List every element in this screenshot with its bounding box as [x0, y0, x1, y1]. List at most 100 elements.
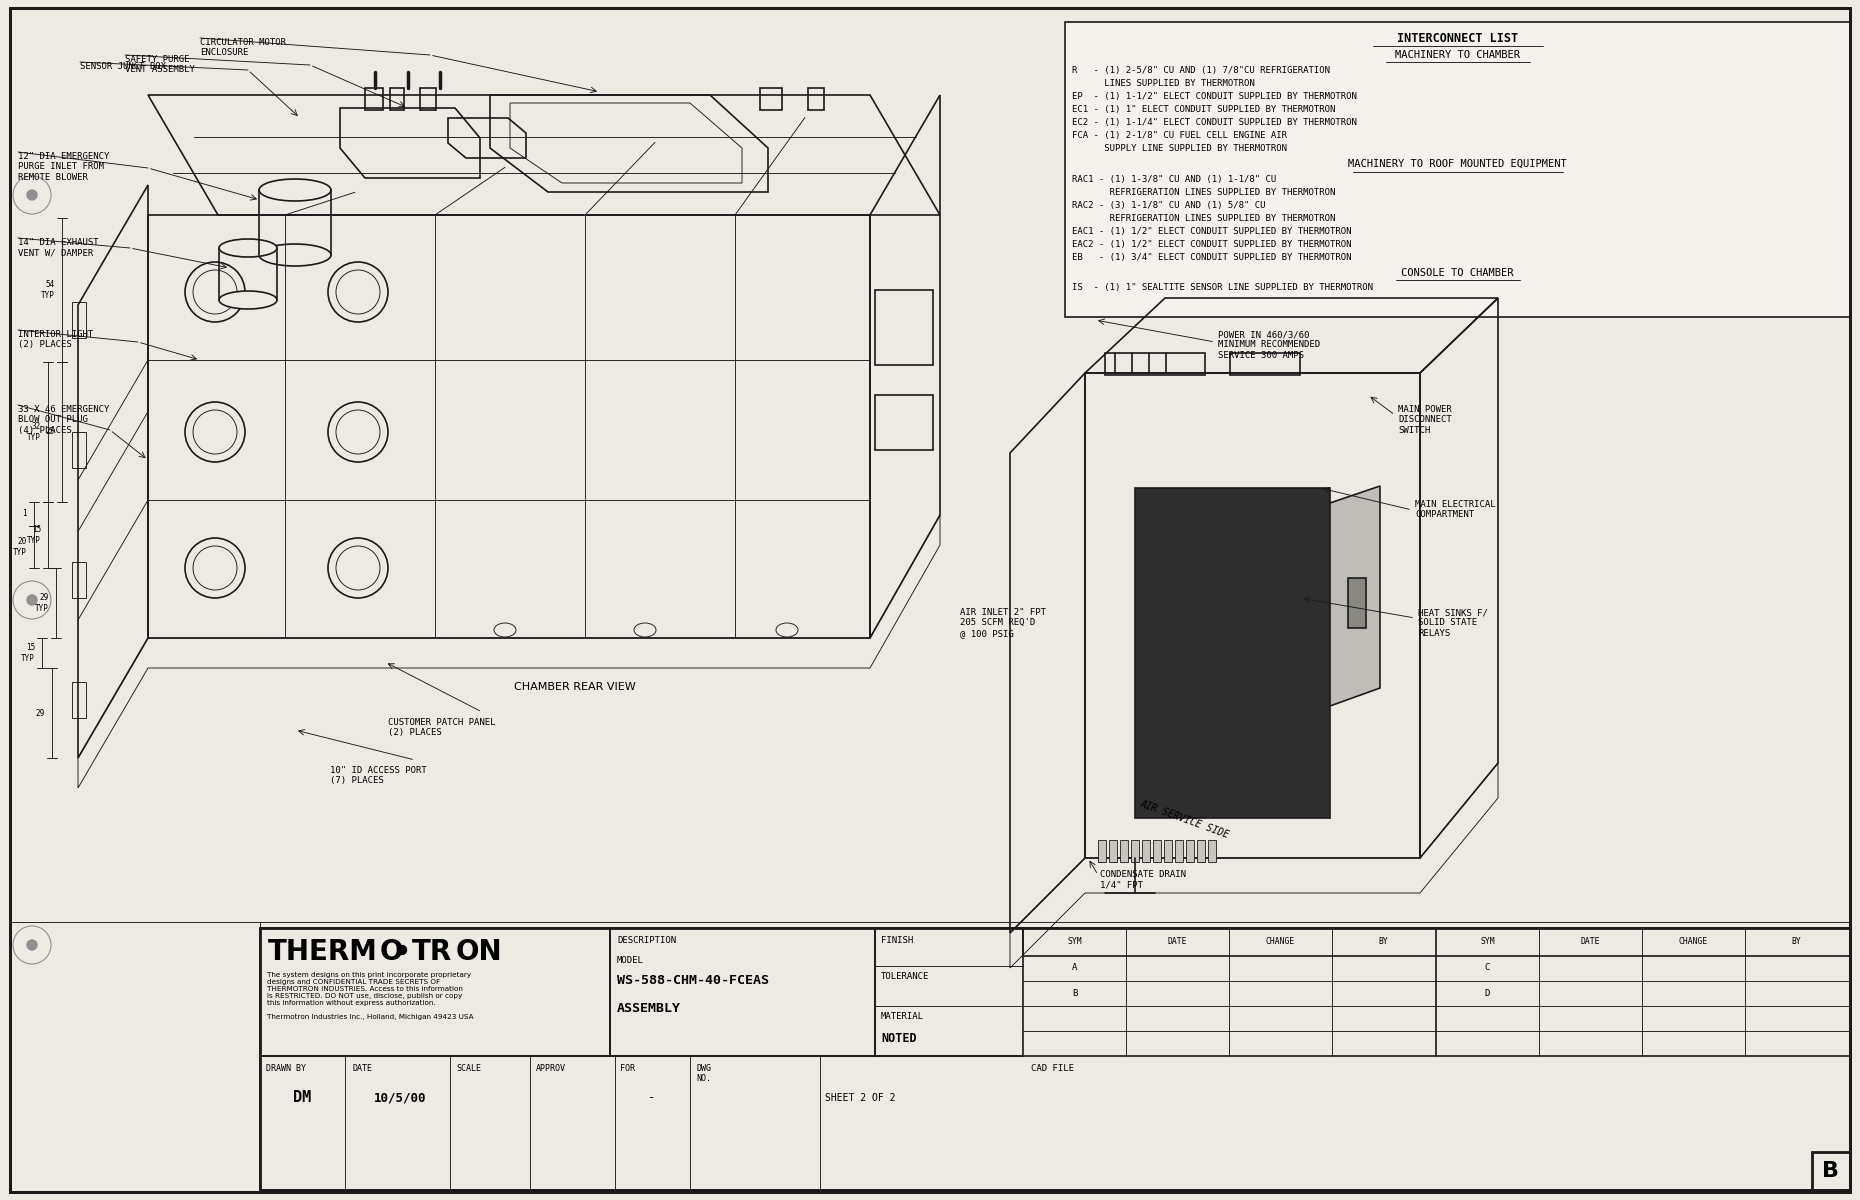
Bar [1109, 840, 1118, 862]
Bar [1229, 353, 1300, 374]
Text: NOTED: NOTED [882, 1032, 917, 1045]
Text: TOLERANCE: TOLERANCE [882, 972, 930, 982]
Text: EC1 - (1) 1" ELECT CONDUIT SUPPLIED BY THERMOTRON: EC1 - (1) 1" ELECT CONDUIT SUPPLIED BY T… [1071, 104, 1335, 114]
Bar [1207, 840, 1216, 862]
Bar [1812, 1152, 1851, 1190]
Bar [1176, 840, 1183, 862]
Text: DATE: DATE [1581, 937, 1600, 947]
Bar [1164, 840, 1172, 862]
Text: INTERCONNECT LIST: INTERCONNECT LIST [1397, 32, 1518, 44]
Text: SCALE: SCALE [456, 1064, 482, 1073]
Bar [1187, 840, 1194, 862]
Text: MACHINERY TO ROOF MOUNTED EQUIPMENT: MACHINERY TO ROOF MOUNTED EQUIPMENT [1348, 158, 1566, 169]
Text: LINES SUPPLIED BY THERMOTRON: LINES SUPPLIED BY THERMOTRON [1071, 79, 1256, 88]
Text: SHEET 2 OF 2: SHEET 2 OF 2 [826, 1093, 895, 1103]
Text: EAC2 - (1) 1/2" ELECT CONDUIT SUPPLIED BY THERMOTRON: EAC2 - (1) 1/2" ELECT CONDUIT SUPPLIED B… [1071, 240, 1352, 248]
Text: THERM: THERM [268, 938, 378, 966]
Text: EC2 - (1) 1-1/4" ELECT CONDUIT SUPPLIED BY THERMOTRON: EC2 - (1) 1-1/4" ELECT CONDUIT SUPPLIED … [1071, 118, 1358, 127]
Text: ASSEMBLY: ASSEMBLY [618, 1002, 681, 1015]
Text: DATE: DATE [352, 1064, 372, 1073]
Text: MATERIAL: MATERIAL [882, 1012, 924, 1021]
Bar [260, 1056, 1851, 1190]
Bar [391, 88, 404, 110]
Polygon shape [1330, 486, 1380, 706]
Bar [73, 432, 86, 468]
Text: D: D [1484, 989, 1490, 997]
Text: C: C [1484, 964, 1490, 972]
Text: MAIN POWER
DISCONNECT
SWITCH: MAIN POWER DISCONNECT SWITCH [1399, 404, 1453, 434]
Text: CIRCULATOR MOTOR
ENCLOSURE: CIRCULATOR MOTOR ENCLOSURE [201, 38, 286, 58]
Text: 54
TYP: 54 TYP [41, 281, 56, 300]
Text: APPROV: APPROV [536, 1064, 565, 1073]
Bar [420, 88, 435, 110]
Bar [260, 928, 1851, 1190]
Bar [1120, 840, 1127, 862]
Circle shape [28, 190, 37, 200]
Bar [1066, 22, 1851, 317]
Bar [260, 928, 610, 1056]
Text: TR: TR [413, 938, 452, 966]
Text: BY: BY [1791, 937, 1800, 947]
Bar [1097, 840, 1107, 862]
Text: POWER IN 460/3/60
MINIMUM RECOMMENDED
SERVICE 300 AMPS: POWER IN 460/3/60 MINIMUM RECOMMENDED SE… [1218, 330, 1321, 360]
Bar [73, 562, 86, 598]
Text: 33 X 46 EMERGENCY
BLOW OUT PLUG
(4) PLACES: 33 X 46 EMERGENCY BLOW OUT PLUG (4) PLAC… [19, 404, 110, 434]
Text: -: - [649, 1092, 657, 1104]
Text: The system designs on this print incorporate proprietary
designs and CONFIDENTIA: The system designs on this print incorpo… [268, 972, 474, 1020]
Text: CAD FILE: CAD FILE [1030, 1064, 1073, 1073]
Text: SYM: SYM [1068, 937, 1083, 947]
Text: SAFETY PURGE
VENT ASSEMBLY: SAFETY PURGE VENT ASSEMBLY [125, 55, 195, 74]
Bar [874, 395, 934, 450]
Text: CONDENSATE DRAIN
1/4" FPT: CONDENSATE DRAIN 1/4" FPT [1099, 870, 1187, 889]
Text: 1: 1 [22, 510, 28, 518]
Bar [1105, 353, 1205, 374]
Bar [1142, 840, 1149, 862]
Text: CHANGE: CHANGE [1267, 937, 1295, 947]
Text: MACHINERY TO CHAMBER: MACHINERY TO CHAMBER [1395, 50, 1520, 60]
Text: DRAWN BY: DRAWN BY [266, 1064, 307, 1073]
Text: CHAMBER REAR VIEW: CHAMBER REAR VIEW [513, 682, 636, 692]
Text: DM: DM [292, 1091, 311, 1105]
Text: FINISH: FINISH [882, 936, 913, 946]
Text: 10/5/00: 10/5/00 [374, 1092, 426, 1104]
Text: SENSOR JUNCT BOX: SENSOR JUNCT BOX [80, 62, 166, 71]
Text: SUPPLY LINE SUPPLIED BY THERMOTRON: SUPPLY LINE SUPPLIED BY THERMOTRON [1071, 144, 1287, 152]
Text: A: A [1071, 964, 1077, 972]
Text: HEAT SINKS F/
SOLID STATE
RELAYS: HEAT SINKS F/ SOLID STATE RELAYS [1417, 608, 1488, 637]
Ellipse shape [259, 179, 331, 200]
Circle shape [28, 940, 37, 950]
Text: 15
TYP: 15 TYP [28, 526, 41, 545]
Text: EP  - (1) 1-1/2" ELECT CONDUIT SUPPLIED BY THERMOTRON: EP - (1) 1-1/2" ELECT CONDUIT SUPPLIED B… [1071, 92, 1358, 101]
Text: RAC1 - (1) 1-3/8" CU AND (1) 1-1/8" CU: RAC1 - (1) 1-3/8" CU AND (1) 1-1/8" CU [1071, 175, 1276, 184]
Text: 12" DIA EMERGENCY
PURGE INLET FROM
REMOTE BLOWER: 12" DIA EMERGENCY PURGE INLET FROM REMOT… [19, 152, 110, 181]
Text: 29
TYP: 29 TYP [35, 593, 48, 613]
Circle shape [28, 595, 37, 605]
Bar [1198, 840, 1205, 862]
Text: 15
TYP: 15 TYP [20, 643, 35, 662]
Bar [874, 290, 934, 365]
Text: WS-588-CHM-40-FCEAS: WS-588-CHM-40-FCEAS [618, 974, 768, 986]
Ellipse shape [259, 244, 331, 266]
Text: REFRIGERATION LINES SUPPLIED BY THERMOTRON: REFRIGERATION LINES SUPPLIED BY THERMOTR… [1071, 188, 1335, 197]
Text: FOR: FOR [619, 1064, 634, 1073]
Text: EB   - (1) 3/4" ELECT CONDUIT SUPPLIED BY THERMOTRON: EB - (1) 3/4" ELECT CONDUIT SUPPLIED BY … [1071, 253, 1352, 262]
Text: DATE: DATE [1168, 937, 1187, 947]
Text: ON: ON [456, 938, 502, 966]
Bar [610, 928, 874, 1056]
Text: O: O [379, 938, 404, 966]
Text: BY: BY [1378, 937, 1388, 947]
Text: MODEL: MODEL [618, 956, 644, 965]
Text: FCA - (1) 2-1/8" CU FUEL CELL ENGINE AIR: FCA - (1) 2-1/8" CU FUEL CELL ENGINE AIR [1071, 131, 1287, 140]
Polygon shape [1135, 488, 1330, 818]
Text: CHANGE: CHANGE [1680, 937, 1707, 947]
Ellipse shape [219, 290, 277, 308]
Text: MAIN ELECTRICAL
COMPARTMENT: MAIN ELECTRICAL COMPARTMENT [1415, 500, 1495, 520]
Text: B: B [1823, 1162, 1840, 1181]
Text: 32
TYP: 32 TYP [28, 422, 41, 442]
Bar [807, 88, 824, 110]
Text: 14" DIA EXHAUST
VENT W/ DAMPER: 14" DIA EXHAUST VENT W/ DAMPER [19, 238, 99, 257]
Bar [1023, 928, 1851, 956]
Text: 10" ID ACCESS PORT
(7) PLACES: 10" ID ACCESS PORT (7) PLACES [329, 766, 426, 785]
Text: 20
TYP: 20 TYP [13, 538, 28, 557]
Bar [365, 88, 383, 110]
